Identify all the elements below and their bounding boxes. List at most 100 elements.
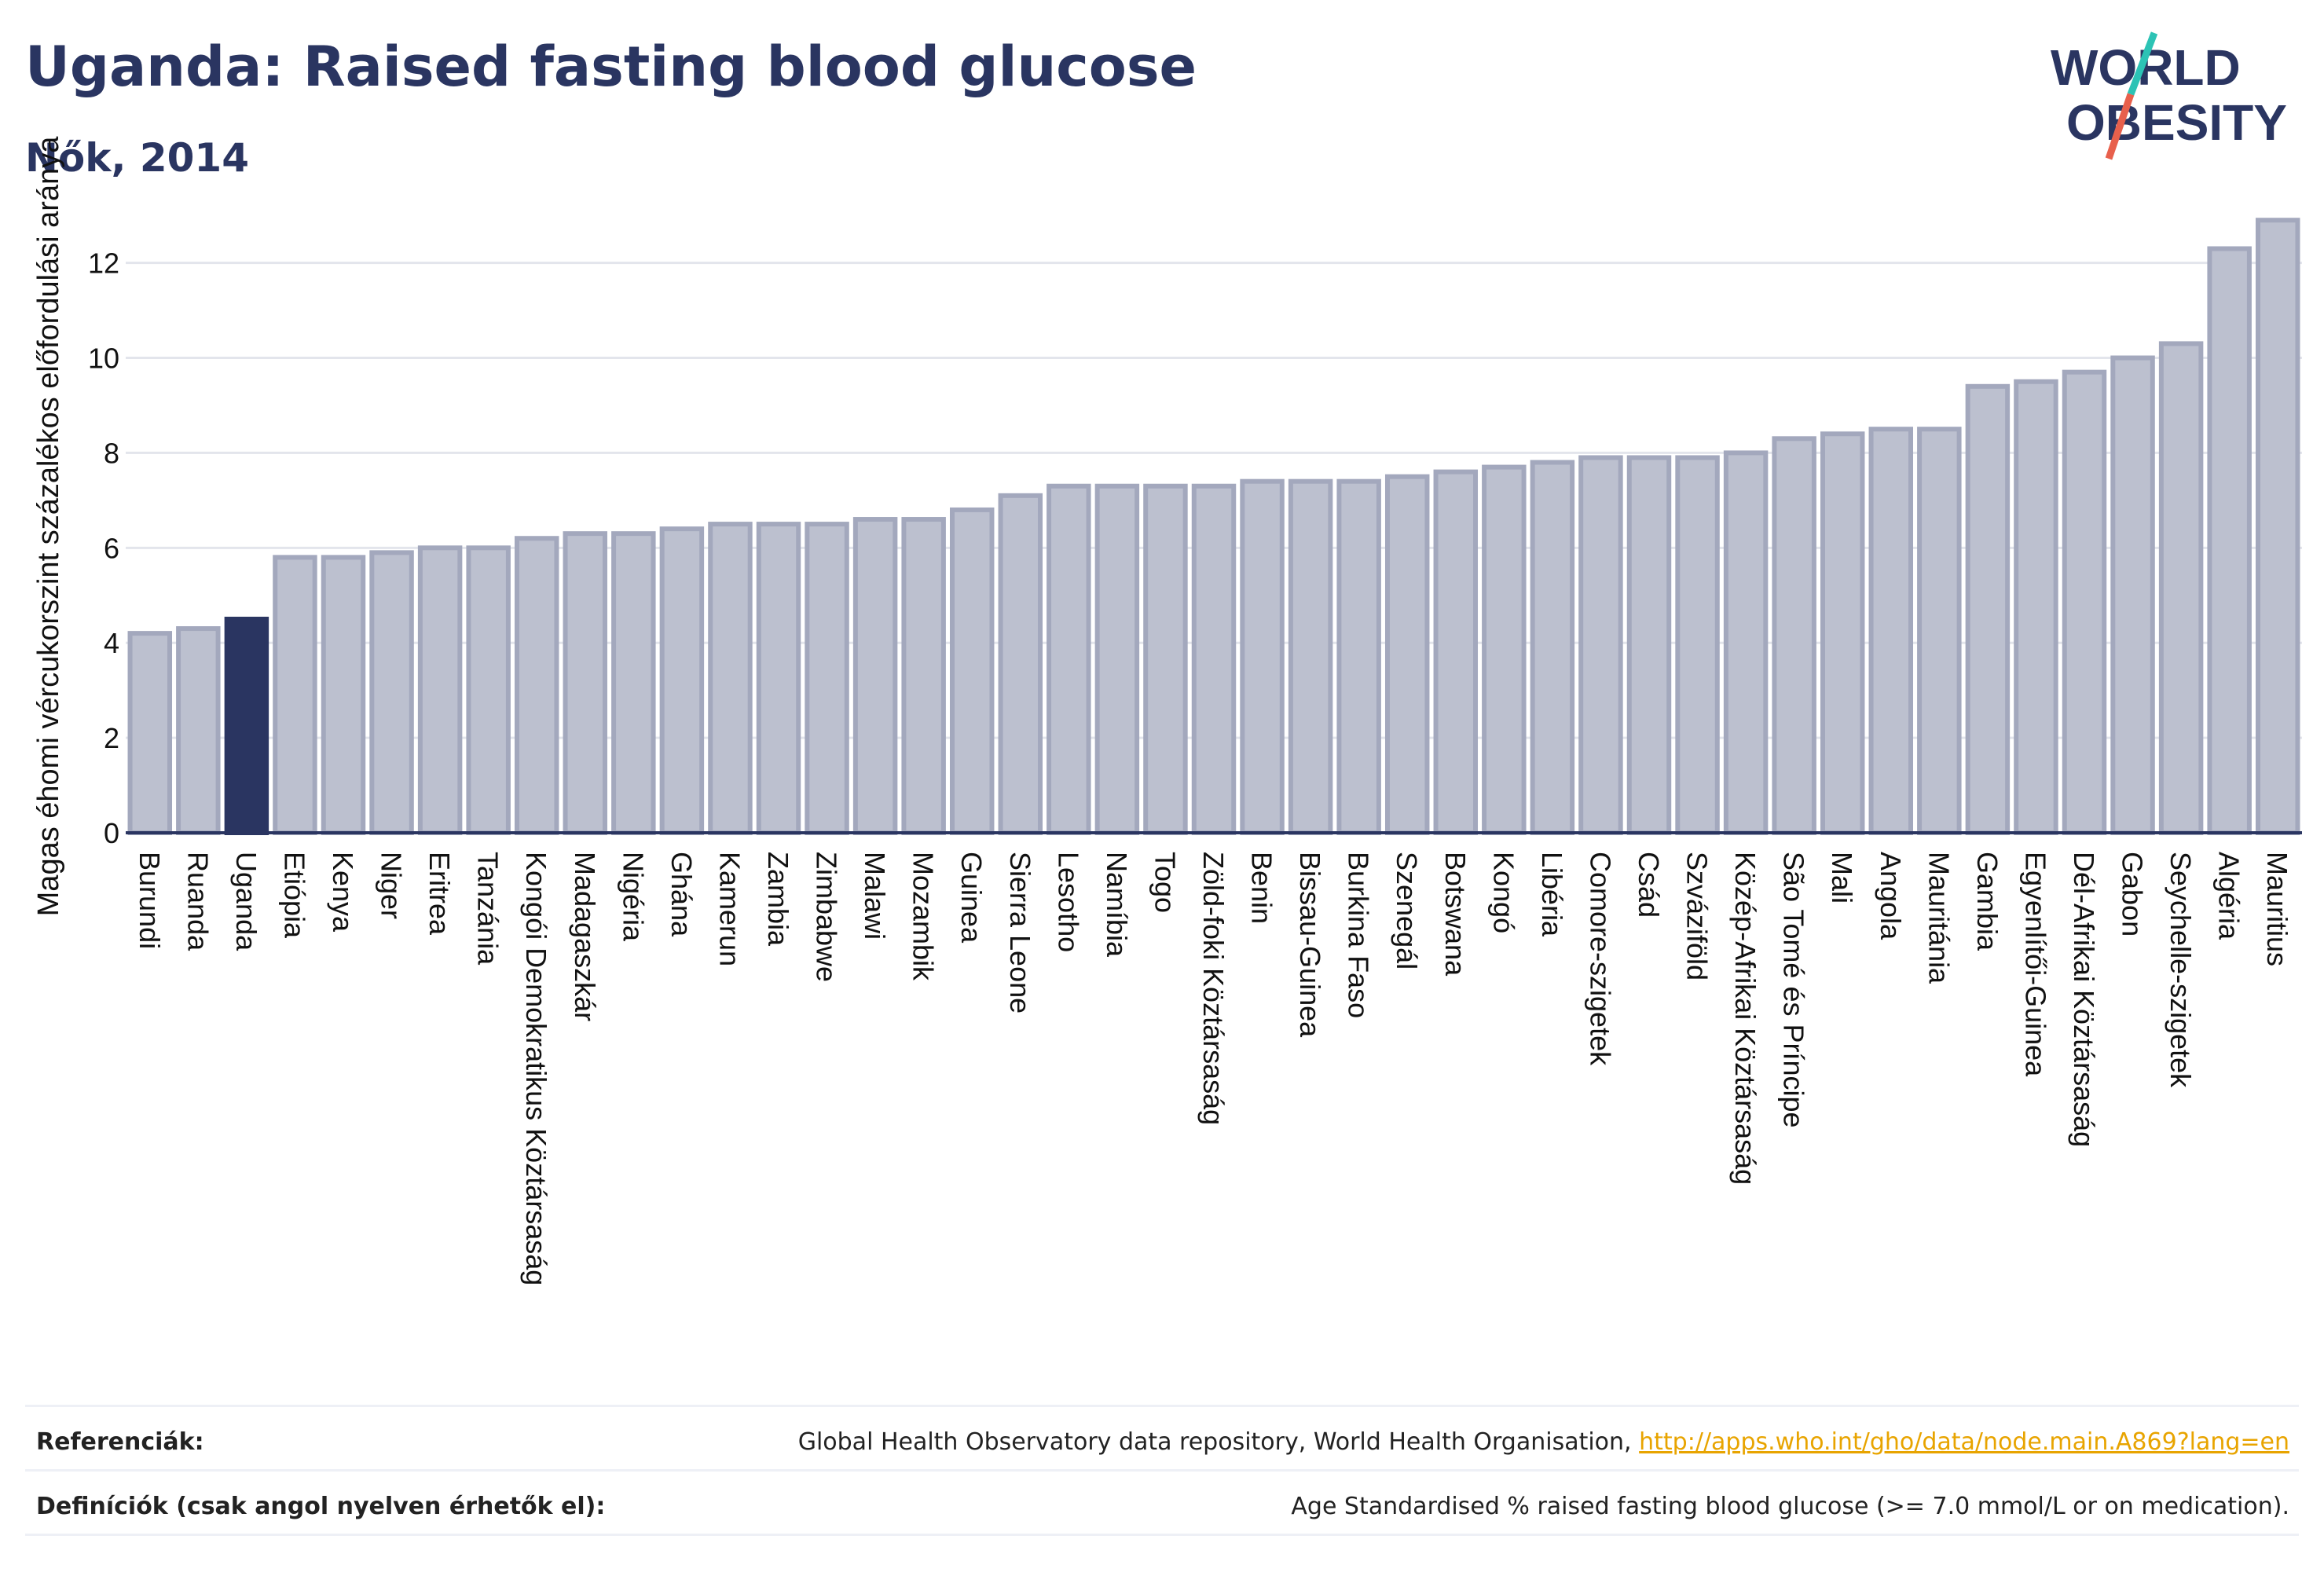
x-tick-label: Niger — [376, 852, 408, 919]
references-link[interactable]: http://apps.who.int/gho/data/node.main.A… — [1639, 1428, 2289, 1456]
y-axis-label: Magas éhomi vércukorszint százalékos elő… — [32, 136, 65, 917]
bar-41 — [2110, 355, 2155, 835]
references-value: Global Health Observatory data repositor… — [798, 1428, 2289, 1456]
x-tick-label: Algéria — [2213, 852, 2245, 940]
x-tick-label: Kenya — [327, 852, 359, 933]
x-tick-label: Ruanda — [181, 852, 214, 951]
x-tick-label: Nigéria — [617, 852, 649, 942]
bar-38 — [1965, 383, 2011, 836]
bar-28 — [1482, 464, 1527, 835]
bar-22 — [1191, 483, 1237, 835]
bar-10 — [611, 531, 656, 835]
x-tick-label: Uganda — [230, 852, 262, 951]
x-tick-label: Közép-Afrikai Köztársaság — [1729, 852, 1761, 1185]
x-tick-label: Mauritius — [2261, 852, 2293, 966]
y-tick-label: 12 — [88, 247, 119, 280]
bar-1 — [176, 626, 221, 836]
bar-32 — [1675, 455, 1720, 836]
bar-17 — [949, 507, 995, 835]
x-tick-label: Guinea — [955, 852, 988, 944]
y-tick-label: 2 — [104, 722, 119, 754]
x-tick-label: Kongói Demokratikus Köztársaság — [520, 852, 552, 1285]
logo-text-obesity: OBESITY — [2066, 94, 2287, 151]
x-tick-label: Mozambik — [907, 852, 940, 981]
bar-12 — [708, 522, 753, 835]
definitions-text: Age Standardised % raised fasting blood … — [1291, 1493, 2289, 1520]
bar-42 — [2158, 341, 2204, 835]
x-tick-labels: Burundi Ruanda Uganda Etiópia Kenya Niger Erit… — [134, 852, 2293, 1285]
x-tick-label: Dél-Afrikai Köztársaság — [2068, 852, 2100, 1147]
y-tick-label: 0 — [104, 817, 119, 849]
bar-5 — [369, 550, 414, 835]
bar-27 — [1433, 469, 1479, 835]
bar-43 — [2207, 246, 2252, 835]
references-label: Referenciák: — [36, 1428, 204, 1456]
references-text: Global Health Observatory data repositor… — [797, 1428, 1632, 1456]
x-tick-label: Eritrea — [423, 852, 456, 936]
bar-25 — [1336, 478, 1381, 836]
bar-20 — [1094, 483, 1140, 835]
bar-6 — [417, 545, 463, 835]
bar-29 — [1530, 460, 1575, 835]
footer-divider-top — [25, 1405, 2299, 1407]
definitions-label: Definíciók (csak angol nyelven érhetők e… — [36, 1493, 606, 1520]
bar-33 — [1723, 450, 1769, 835]
logo-slash-teal — [2127, 31, 2158, 96]
x-tick-label: Madagaszkár — [569, 852, 601, 1021]
x-tick-label: Angola — [1875, 852, 1907, 940]
bar-24 — [1288, 478, 1333, 836]
bar-4 — [321, 555, 366, 836]
bar-34 — [1772, 436, 1816, 835]
x-tick-label: Zöld-foki Köztársaság — [1197, 852, 1230, 1125]
x-tick-label: Mali — [1826, 852, 1858, 903]
x-tick-label: Kamerun — [713, 852, 746, 966]
x-tick-label: Mauritánia — [1923, 852, 1955, 984]
x-tick-label: Bissau-Guinea — [1294, 852, 1326, 1038]
x-tick-label: Malawi — [859, 852, 891, 940]
footer-divider-bottom — [25, 1534, 2299, 1536]
bar-30 — [1578, 455, 1623, 836]
y-tick-label: 10 — [88, 343, 119, 375]
x-tick-label: Tanzánia — [472, 852, 504, 966]
bar-chart: 0 2 4 6 8 10 12 Burundi Ruanda Uganda Etiópia Keny… — [32, 136, 2302, 1285]
x-tick-label: Szváziföld — [1681, 852, 1714, 980]
x-tick-label: Togo — [1149, 852, 1181, 913]
bar-8 — [514, 536, 559, 835]
bar-13 — [756, 522, 801, 835]
y-tick-label: 6 — [104, 532, 119, 564]
bar-23 — [1240, 478, 1285, 836]
bar-37 — [1917, 427, 1962, 835]
chart-title: Uganda: Raised fasting blood glucose — [25, 35, 1197, 99]
x-tick-label: Seychelle-szigetek — [2165, 852, 2197, 1088]
x-tick-label: Egyenlítői-Guinea — [2019, 852, 2051, 1077]
bar-0 — [127, 631, 173, 835]
logo-slash-red — [2105, 93, 2135, 160]
x-tick-label: Libéria — [1536, 852, 1568, 937]
bar-18 — [998, 493, 1043, 836]
x-tick-label: Csád — [1633, 852, 1665, 918]
bar-9 — [563, 531, 608, 835]
x-tick-label: Benin — [1246, 852, 1278, 924]
x-tick-label: Ghána — [665, 852, 698, 937]
bar-21 — [1143, 483, 1188, 835]
bar-15 — [852, 517, 898, 836]
x-tick-label: Gabon — [2117, 852, 2149, 936]
footer-divider-middle — [25, 1469, 2299, 1472]
x-tick-label: Zambia — [762, 852, 794, 947]
x-tick-label: Szenegál — [1391, 852, 1423, 969]
y-tick-label: 4 — [104, 627, 119, 659]
bar-2 — [224, 616, 269, 835]
y-tick-labels: 0 2 4 6 8 10 12 — [88, 247, 119, 849]
bar-31 — [1626, 455, 1672, 836]
y-tick-label: 8 — [104, 437, 119, 469]
bar-11 — [659, 526, 705, 835]
world-obesity-logo: WORLD OBESITY — [2051, 31, 2287, 160]
x-tick-label: Sierra Leone — [1004, 852, 1036, 1013]
bar-19 — [1047, 483, 1091, 835]
bar-16 — [901, 517, 946, 836]
x-tick-label: Comore-szigetek — [1584, 852, 1616, 1066]
bar-35 — [1820, 431, 1865, 836]
bar-14 — [805, 522, 849, 835]
x-tick-label: Gambia — [1971, 852, 2003, 951]
x-tick-label: Etiópia — [278, 852, 310, 939]
